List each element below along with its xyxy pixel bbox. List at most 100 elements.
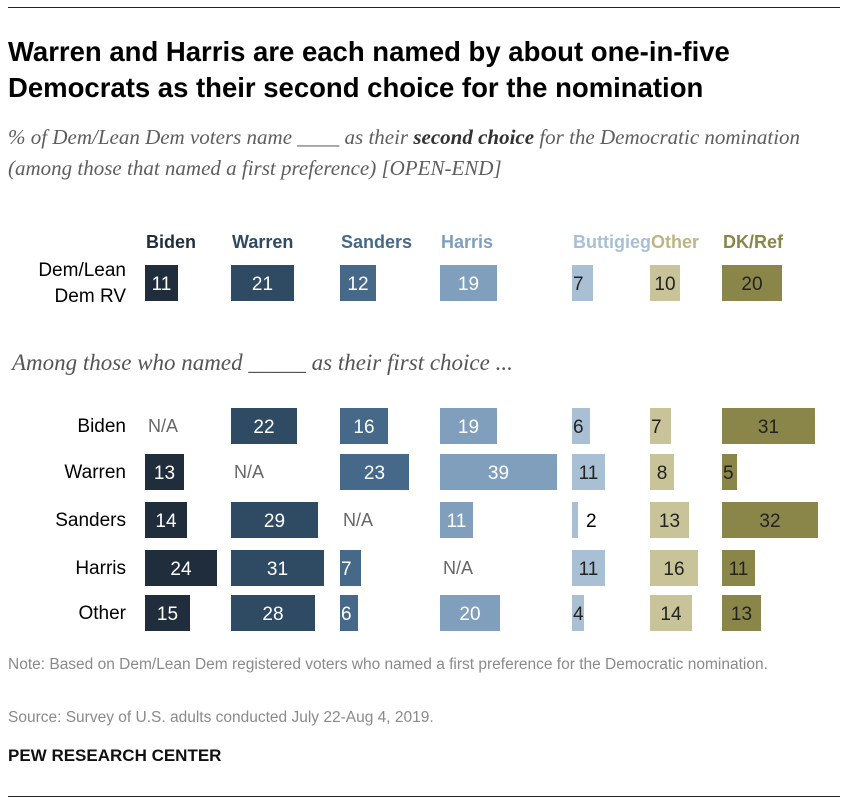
- value-label-other-dk-ref: 13: [731, 604, 752, 625]
- value-label-warren-sanders: 23: [364, 463, 385, 484]
- section-label: Among those who named _____ as their fir…: [12, 350, 513, 375]
- column-header-sanders: Sanders: [341, 232, 412, 252]
- value-label-dem-lean-dem-rv-warren: 21: [252, 274, 273, 295]
- bar-other-biden: [145, 595, 190, 631]
- bar-sanders-harris: [440, 502, 473, 538]
- note: Note: Based on Dem/Lean Dem registered v…: [8, 656, 768, 673]
- bar-warren-other: [650, 454, 674, 490]
- column-header-buttigieg: Buttigieg: [573, 232, 651, 252]
- value-label-harris-sanders: 7: [341, 559, 352, 580]
- bar-biden-dk-ref: [722, 408, 815, 444]
- value-label-warren-other: 8: [657, 463, 668, 484]
- top-rule: [8, 7, 840, 8]
- value-label-other-sanders: 6: [341, 604, 352, 625]
- bar-biden-sanders: [340, 408, 388, 444]
- value-label-biden-sanders: 16: [353, 417, 374, 438]
- value-label-biden-warren: 22: [253, 417, 274, 438]
- value-label-other-warren: 28: [262, 604, 283, 625]
- bar-harris-other: [650, 550, 698, 586]
- value-label-sanders-dk-ref: 32: [759, 511, 780, 532]
- subtitle-emphasis: second choice: [413, 125, 535, 149]
- column-header-dk-ref: DK/Ref: [723, 232, 784, 252]
- value-label-harris-dk-ref: 11: [729, 559, 749, 580]
- row-label-sanders: Sanders: [55, 510, 126, 531]
- value-label-other-harris: 20: [459, 604, 480, 625]
- bar-sanders-dk-ref: [722, 502, 818, 538]
- bar-dem-lean-dem-rv-sanders: [340, 265, 376, 301]
- bottom-rule: [8, 796, 840, 797]
- na-label-biden-biden: N/A: [148, 416, 178, 436]
- value-label-dem-lean-dem-rv-other: 10: [654, 274, 675, 295]
- value-label-other-biden: 15: [157, 604, 178, 625]
- bar-warren-biden: [145, 454, 184, 490]
- value-label-dem-lean-dem-rv-biden: 11: [152, 274, 172, 295]
- value-label-other-other: 14: [660, 604, 682, 625]
- bar-other-dk-ref: [722, 595, 761, 631]
- value-label-dem-lean-dem-rv-dk-ref: 20: [741, 274, 762, 295]
- value-label-dem-lean-dem-rv-sanders: 12: [347, 274, 368, 295]
- value-label-harris-warren: 31: [267, 559, 288, 580]
- subtitle-text-before: % of Dem/Lean Dem voters name ____ as th…: [8, 125, 414, 149]
- bar-dem-lean-dem-rv-dk-ref: [722, 265, 782, 301]
- column-header-harris: Harris: [441, 232, 493, 252]
- na-label-sanders-sanders: N/A: [343, 510, 373, 530]
- bar-dem-lean-dem-rv-biden: [145, 265, 178, 301]
- value-label-biden-dk-ref: 31: [758, 417, 779, 438]
- column-header-warren: Warren: [232, 232, 293, 252]
- value-label-sanders-other: 13: [659, 511, 680, 532]
- bar-biden-warren: [231, 408, 297, 444]
- bar-harris-dk-ref: [722, 550, 755, 586]
- bar-dem-lean-dem-rv-harris: [440, 265, 497, 301]
- bar-warren-sanders: [340, 454, 409, 490]
- column-header-biden: Biden: [146, 232, 196, 252]
- value-label-biden-other: 7: [651, 417, 662, 438]
- row-label-other: Other: [78, 603, 126, 624]
- value-label-harris-other: 16: [663, 559, 684, 580]
- bar-warren-buttigieg: [572, 454, 605, 490]
- bar-other-harris: [440, 595, 500, 631]
- value-label-harris-buttigieg: 11: [579, 559, 599, 580]
- bar-warren-harris: [440, 454, 557, 490]
- bar-harris-warren: [231, 550, 324, 586]
- bar-harris-sanders: [340, 550, 361, 586]
- value-label-sanders-harris: 11: [447, 511, 467, 532]
- subtitle-text-after: for the Democratic nomination (among tho…: [8, 125, 801, 180]
- value-label-warren-buttigieg: 11: [579, 463, 599, 484]
- bar-other-buttigieg: [572, 595, 584, 631]
- bar-sanders-buttigieg: [572, 502, 578, 538]
- bar-dem-lean-dem-rv-other: [650, 265, 680, 301]
- row-label-warren: Warren: [64, 462, 126, 483]
- value-label-sanders-biden: 14: [155, 511, 177, 532]
- na-label-warren-warren: N/A: [234, 462, 264, 482]
- bar-harris-buttigieg: [572, 550, 605, 586]
- bar-other-other: [650, 595, 692, 631]
- value-label-biden-buttigieg: 6: [573, 417, 584, 438]
- value-label-dem-lean-dem-rv-harris: 19: [458, 274, 479, 295]
- value-label-other-buttigieg: 4: [573, 604, 584, 625]
- bar-dem-lean-dem-rv-warren: [231, 265, 294, 301]
- bar-dem-lean-dem-rv-buttigieg: [572, 265, 593, 301]
- row-label-biden: Biden: [77, 416, 126, 437]
- bar-other-warren: [231, 595, 315, 631]
- bar-harris-biden: [145, 550, 217, 586]
- value-label-sanders-warren: 29: [264, 511, 285, 532]
- value-label-warren-dk-ref: 5: [723, 463, 734, 484]
- bar-sanders-other: [650, 502, 689, 538]
- value-label-biden-harris: 19: [458, 417, 479, 438]
- value-label-sanders-buttigieg: 2: [586, 511, 597, 532]
- row-label-dem-lean-dem-rv-line-1: Dem/Lean: [38, 260, 126, 281]
- bar-sanders-biden: [145, 502, 187, 538]
- value-label-harris-biden: 24: [170, 559, 192, 580]
- bar-warren-dk-ref: [722, 454, 737, 490]
- chart-title: Warren and Harris are each named by abou…: [8, 36, 730, 103]
- bar-other-sanders: [340, 595, 358, 631]
- bar-biden-other: [650, 408, 671, 444]
- column-header-other: Other: [651, 232, 699, 252]
- row-label-dem-lean-dem-rv-line-2: Dem RV: [55, 286, 127, 307]
- chart-subtitle: % of Dem/Lean Dem voters name ____ as th…: [8, 122, 838, 184]
- row-label-harris: Harris: [75, 558, 126, 579]
- value-label-dem-lean-dem-rv-buttigieg: 7: [573, 274, 584, 295]
- bar-sanders-warren: [231, 502, 318, 538]
- brand: PEW RESEARCH CENTER: [8, 746, 222, 765]
